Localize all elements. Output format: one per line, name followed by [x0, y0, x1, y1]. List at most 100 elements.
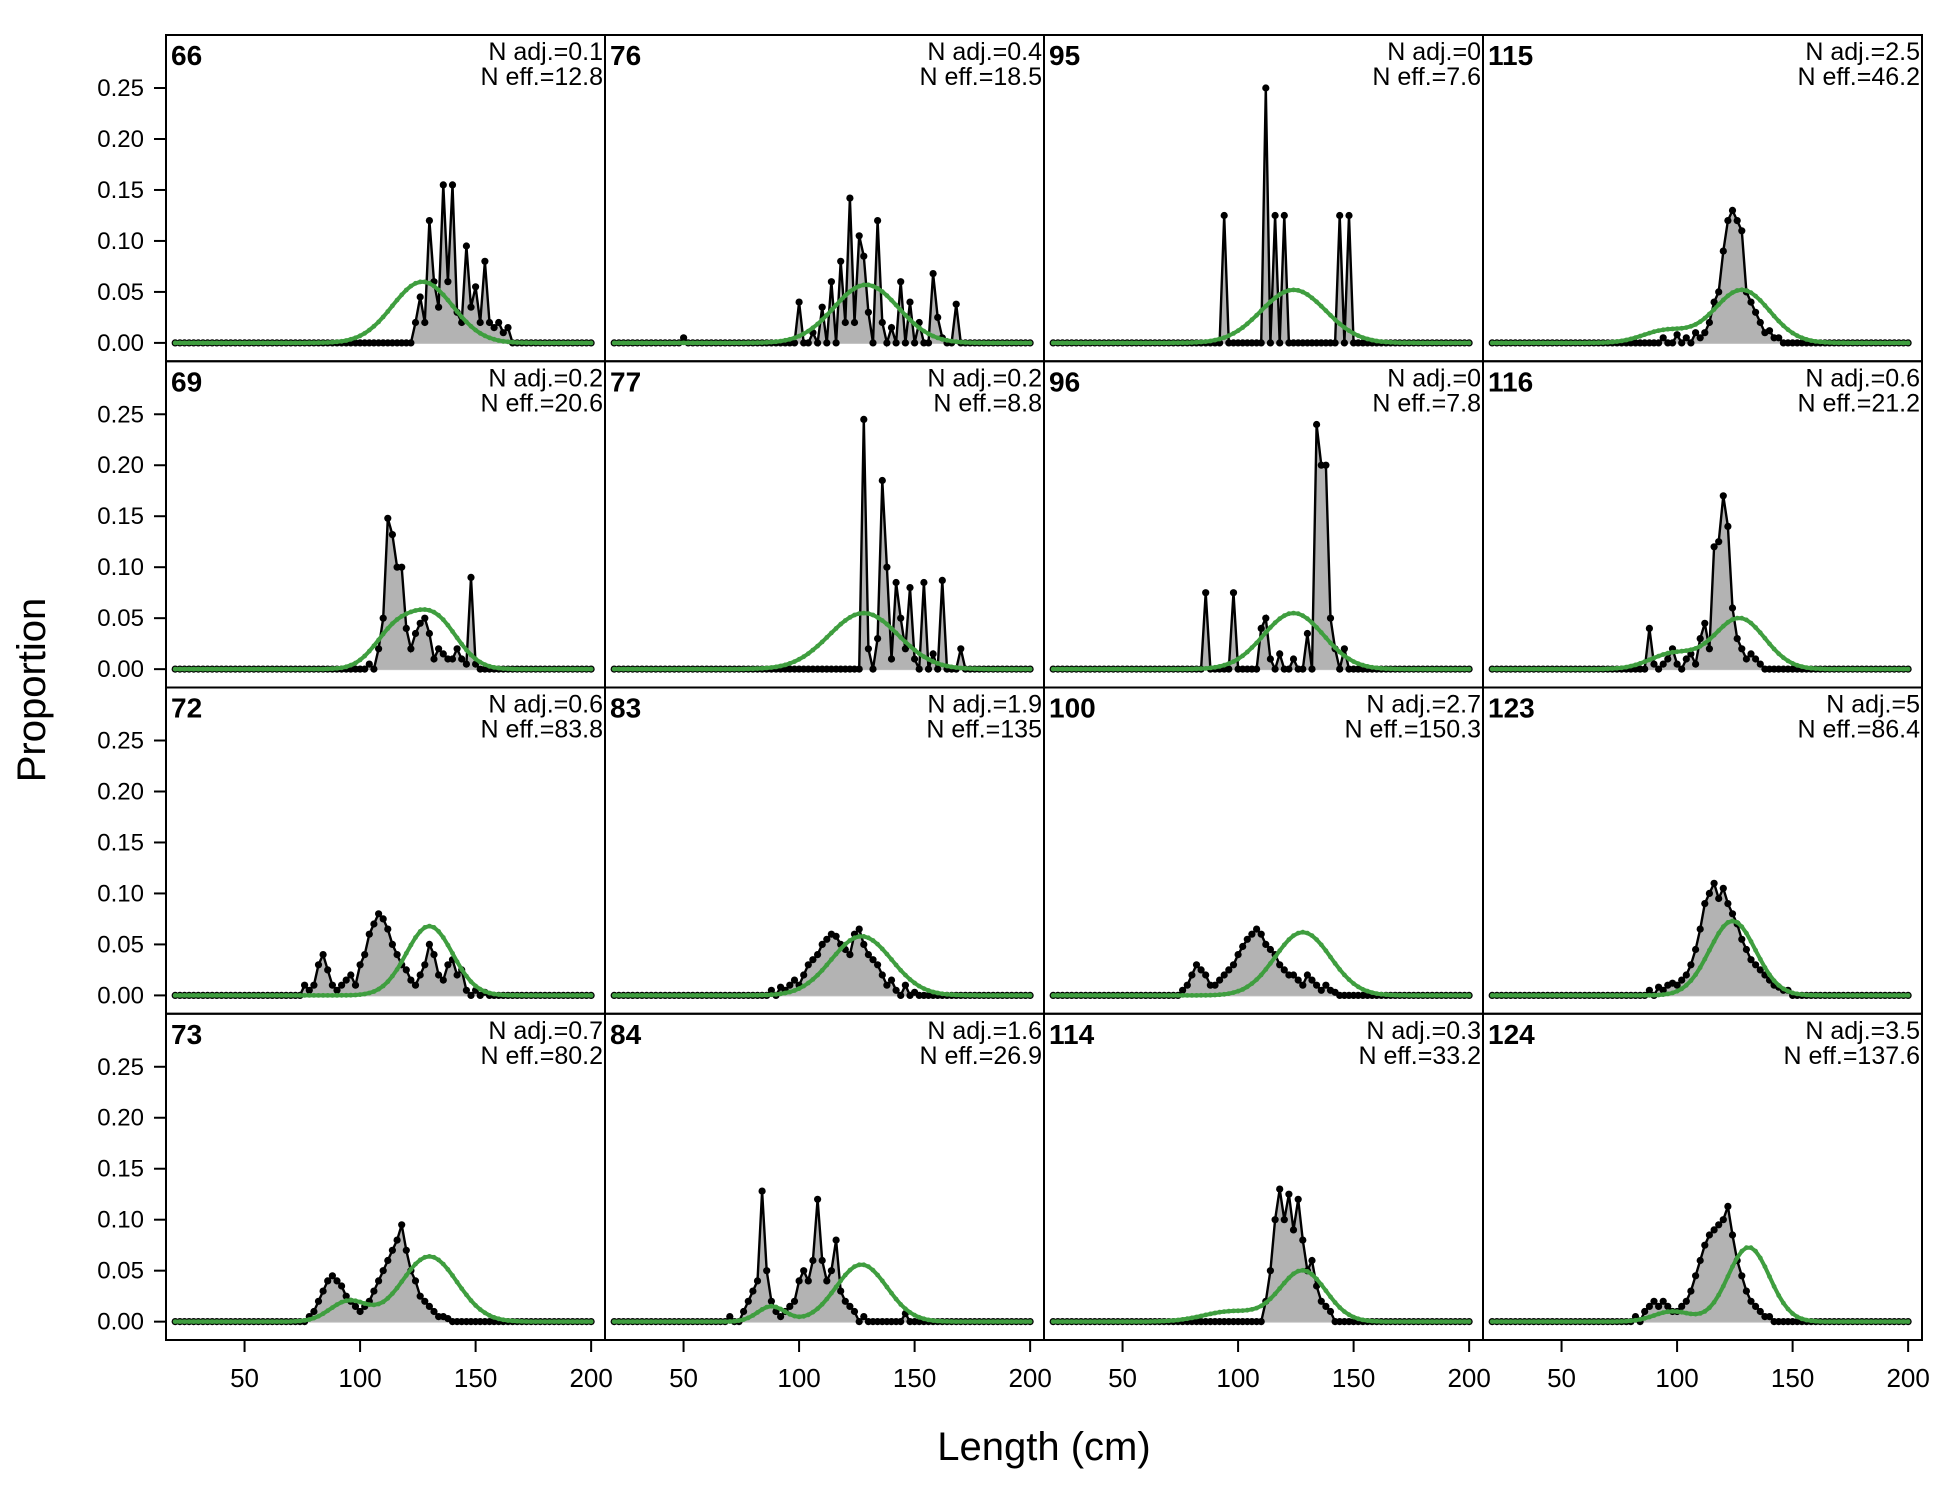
expected-point: [1448, 340, 1454, 346]
expected-point: [269, 1319, 275, 1324]
expected-point: [708, 340, 714, 346]
expected-point: [260, 340, 266, 346]
observed-point: [1303, 629, 1311, 638]
expected-point: [1374, 1318, 1380, 1324]
expected-point: [1619, 993, 1624, 998]
observed-point: [901, 981, 910, 989]
expected-point: [251, 1319, 257, 1324]
expected-point: [1189, 666, 1195, 672]
expected-point: [205, 666, 211, 672]
y-tick-label: 0.25: [97, 728, 144, 755]
expected-point: [875, 286, 880, 291]
observed-point: [1308, 976, 1316, 984]
expected-point: [1281, 942, 1287, 948]
observed-point: [864, 645, 873, 653]
observed-point: [1317, 1297, 1325, 1305]
observed-point: [333, 1277, 341, 1285]
expected-point: [237, 340, 243, 346]
expected-point: [856, 934, 862, 939]
expected-point: [1864, 993, 1869, 998]
expected-point: [1831, 666, 1837, 672]
expected-point: [528, 1319, 534, 1324]
expected-point: [852, 612, 857, 618]
expected-point: [1425, 1319, 1430, 1324]
expected-point: [1291, 1271, 1296, 1277]
expected-point: [1730, 918, 1735, 924]
expected-point: [1415, 993, 1421, 998]
expected-point: [1647, 992, 1652, 998]
expected-point: [986, 1319, 991, 1324]
observed-point: [883, 981, 891, 989]
y-tick-label: 0.15: [97, 177, 144, 204]
observed-point: [1696, 925, 1704, 933]
expected-point: [1536, 340, 1541, 346]
y-tick-label: 0.10: [97, 554, 144, 581]
expected-point: [750, 340, 756, 346]
expected-point: [1901, 340, 1906, 346]
observed-point: [1678, 665, 1686, 673]
expected-point: [579, 340, 585, 346]
expected-point: [824, 962, 830, 968]
expected-point: [736, 993, 742, 998]
expected-point: [334, 339, 340, 345]
expected-point: [316, 993, 321, 998]
expected-point: [1683, 982, 1689, 988]
expected-point: [1452, 666, 1458, 672]
expected-point: [1503, 993, 1509, 998]
observed-point: [818, 303, 826, 311]
expected-point: [588, 993, 594, 998]
expected-point: [1175, 340, 1181, 346]
observed-point: [328, 1272, 336, 1280]
expected-point: [782, 337, 788, 343]
observed-point: [1257, 339, 1265, 347]
expected-point: [1212, 337, 1218, 343]
expected-point: [1143, 1319, 1149, 1324]
expected-point: [1073, 340, 1079, 346]
expected-point: [690, 993, 696, 998]
observed-point: [1641, 1307, 1649, 1316]
expected-point: [939, 991, 945, 997]
expected-point: [986, 666, 991, 672]
observed-point: [1728, 604, 1737, 612]
observed-point: [1266, 945, 1274, 954]
expected-point: [1522, 666, 1527, 672]
expected-point: [893, 302, 899, 308]
expected-point: [1180, 666, 1185, 672]
expected-point: [884, 621, 890, 627]
expected-point: [903, 1306, 908, 1312]
expected-point: [829, 307, 834, 313]
expected-point: [773, 1304, 779, 1310]
expected-point: [1073, 1319, 1079, 1324]
x-tick-label: 150: [454, 1363, 497, 1393]
expected-point: [1674, 326, 1680, 331]
expected-point: [537, 666, 543, 672]
expected-point: [1711, 632, 1717, 638]
expected-point: [1217, 336, 1222, 342]
expected-point: [1124, 993, 1130, 998]
expected-point: [1078, 666, 1084, 672]
expected-point: [634, 993, 640, 998]
expected-point: [209, 1319, 215, 1324]
expected-point: [903, 312, 908, 318]
expected-point: [1124, 1319, 1130, 1324]
observed-point: [1692, 660, 1700, 668]
observed-point: [495, 318, 503, 327]
expected-point: [1730, 1264, 1735, 1269]
expected-point: [403, 287, 409, 293]
n-eff-label: N eff.=21.2: [1797, 389, 1920, 417]
observed-area: [1053, 929, 1470, 996]
observed-point: [347, 971, 355, 979]
observed-point: [1747, 1297, 1755, 1305]
expected-point: [1466, 1319, 1472, 1324]
observed-point: [869, 665, 877, 673]
panel-73: 73 N adj.=0.7N eff.=80.20.000.050.100.150…: [97, 1012, 613, 1393]
expected-point: [986, 340, 991, 346]
expected-point: [510, 1318, 515, 1324]
observed-point: [1664, 655, 1672, 663]
expected-point: [519, 1319, 525, 1324]
expected-point: [1794, 662, 1800, 668]
expected-point: [403, 1273, 409, 1278]
expected-point: [1753, 293, 1758, 299]
expected-point: [514, 340, 520, 345]
expected-point: [588, 666, 594, 672]
